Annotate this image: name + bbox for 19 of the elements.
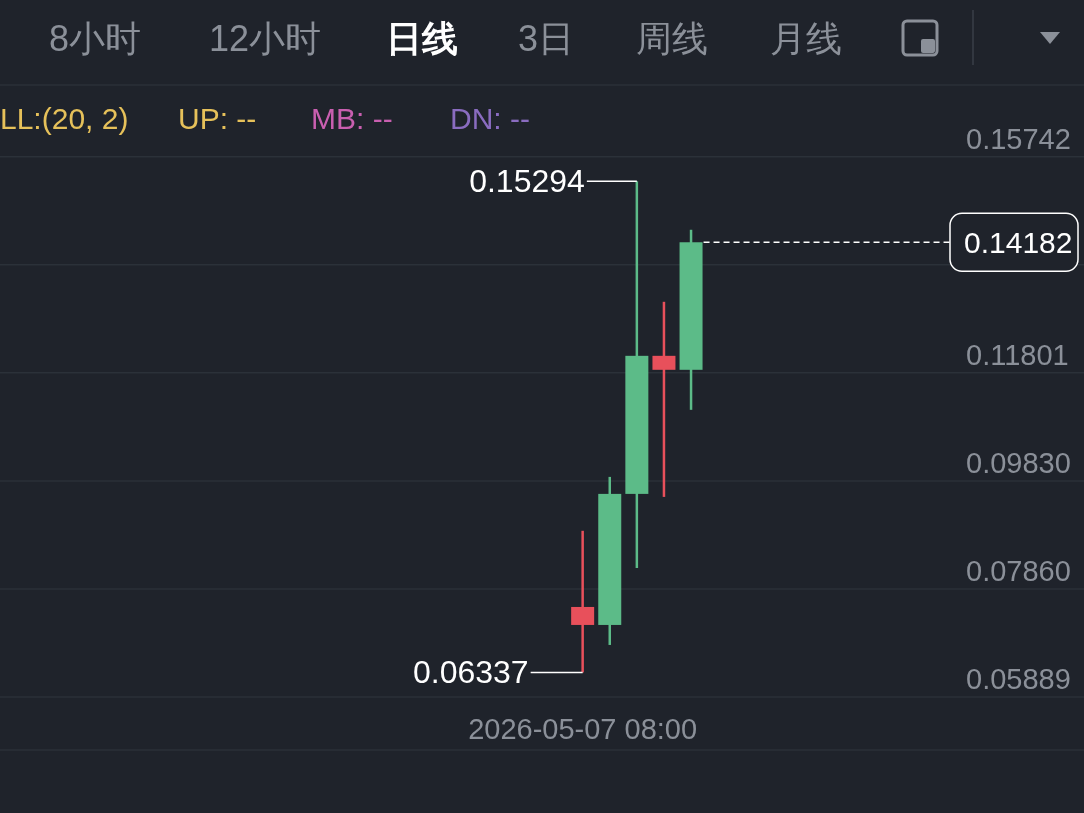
ref-line-label: 0.14182: [964, 226, 1073, 260]
annotation: UP: --: [178, 102, 257, 135]
text: 日线: [386, 18, 458, 59]
x-tick-label: 2026-05-07 08:00: [468, 713, 698, 745]
y-tick-label: 0.07860: [966, 554, 1071, 587]
annotation: DN: --: [450, 102, 530, 135]
y-tick-label: 0.11801: [966, 338, 1069, 371]
text: 3日: [517, 18, 575, 59]
text: 8小时: [48, 18, 142, 59]
annotation: MB: --: [311, 102, 393, 135]
text: 12小时: [208, 18, 322, 59]
text: 月线: [770, 18, 842, 59]
text: 周线: [636, 18, 708, 59]
annotation: LL:(20, 2): [0, 102, 129, 135]
y-tick-label: 0.09830: [966, 446, 1071, 479]
annotation: 0.06337: [412, 654, 529, 691]
y-tick-label: 0.15742: [966, 122, 1071, 155]
annotation: 0.15294: [469, 163, 585, 200]
y-tick-label: 0.05889: [966, 663, 1071, 695]
